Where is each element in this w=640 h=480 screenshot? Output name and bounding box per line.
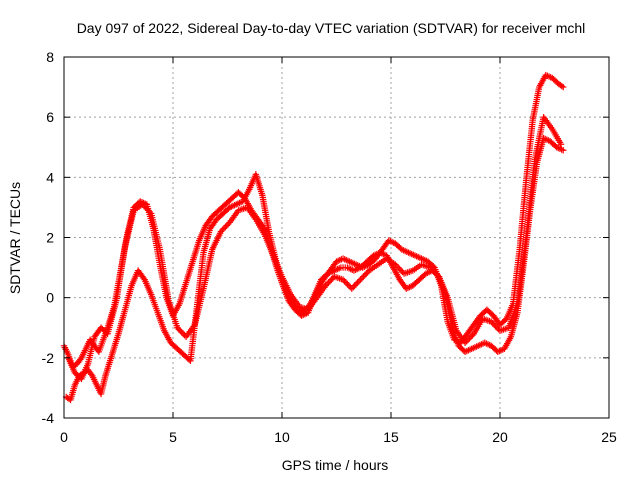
data-point bbox=[428, 265, 435, 273]
series-track-a bbox=[60, 71, 567, 371]
data-point bbox=[326, 277, 334, 285]
data-point bbox=[360, 273, 367, 280]
y-tick-label: 0 bbox=[46, 290, 54, 306]
data-point bbox=[143, 205, 151, 213]
data-point bbox=[350, 283, 357, 291]
data-point bbox=[461, 339, 469, 346]
data-point bbox=[469, 332, 476, 339]
data-point bbox=[361, 271, 369, 279]
data-point bbox=[325, 279, 332, 286]
data-point bbox=[339, 276, 347, 283]
data-point bbox=[222, 223, 229, 231]
data-point bbox=[328, 276, 335, 283]
data-point bbox=[427, 264, 434, 271]
data-point bbox=[220, 225, 228, 232]
data-point bbox=[434, 271, 441, 279]
data-point bbox=[557, 141, 565, 148]
data-point bbox=[139, 201, 146, 208]
data-point bbox=[493, 324, 501, 331]
data-point bbox=[396, 265, 403, 273]
data-point bbox=[345, 282, 353, 289]
x-tick-label: 20 bbox=[492, 429, 508, 445]
x-tick-label: 25 bbox=[601, 429, 617, 445]
data-point bbox=[560, 147, 567, 154]
y-axis-label: SDTVAR / TECUs bbox=[7, 182, 23, 294]
y-tick-label: 6 bbox=[46, 109, 54, 125]
data-point bbox=[363, 270, 370, 277]
data-point bbox=[463, 338, 470, 345]
data-point bbox=[348, 285, 355, 292]
data-point bbox=[497, 347, 505, 354]
data-point bbox=[225, 220, 232, 228]
data-point bbox=[358, 274, 366, 282]
data-point bbox=[341, 277, 348, 285]
y-tick-label: 4 bbox=[46, 169, 54, 185]
data-point bbox=[344, 280, 351, 288]
data-point bbox=[490, 321, 498, 328]
y-tick-label: -2 bbox=[42, 350, 55, 366]
data-point bbox=[395, 264, 402, 271]
data-series bbox=[60, 71, 567, 404]
x-axis-label: GPS time / hours bbox=[282, 457, 389, 473]
data-point bbox=[219, 226, 226, 234]
data-point bbox=[177, 327, 184, 334]
data-point bbox=[351, 282, 358, 289]
data-point bbox=[432, 270, 440, 277]
data-point bbox=[560, 83, 567, 91]
data-point bbox=[464, 336, 472, 343]
data-point bbox=[354, 279, 361, 286]
data-point bbox=[393, 262, 401, 270]
data-point bbox=[492, 323, 499, 330]
data-point bbox=[88, 371, 95, 378]
data-point bbox=[223, 222, 230, 229]
data-point bbox=[355, 277, 363, 285]
data-point bbox=[174, 324, 181, 331]
data-point bbox=[352, 280, 360, 288]
data-point bbox=[488, 318, 495, 325]
y-tick-label: 8 bbox=[46, 49, 54, 65]
data-point bbox=[489, 320, 496, 327]
data-point bbox=[140, 274, 147, 282]
data-point bbox=[466, 335, 473, 342]
x-tick-label: 10 bbox=[274, 429, 290, 445]
chart-title: Day 097 of 2022, Sidereal Day-to-day VTE… bbox=[77, 20, 586, 36]
series-track-c bbox=[65, 113, 565, 383]
data-point bbox=[178, 329, 185, 336]
data-point bbox=[77, 356, 84, 363]
y-tick-label: -4 bbox=[42, 410, 55, 426]
x-tick-label: 5 bbox=[169, 429, 177, 445]
data-point bbox=[179, 330, 187, 337]
data-point bbox=[145, 207, 152, 214]
x-tick-label: 15 bbox=[383, 429, 399, 445]
data-point bbox=[336, 256, 343, 264]
data-point bbox=[146, 208, 153, 216]
data-point bbox=[342, 279, 350, 286]
data-point bbox=[140, 202, 148, 210]
data-point bbox=[175, 326, 183, 333]
data-point bbox=[558, 82, 565, 90]
y-tick-label: 2 bbox=[46, 230, 54, 246]
data-point bbox=[429, 267, 437, 274]
data-point bbox=[347, 265, 354, 273]
data-point bbox=[322, 282, 329, 289]
series-track-b bbox=[62, 135, 567, 404]
data-point bbox=[431, 268, 438, 276]
data-point bbox=[397, 267, 405, 274]
x-tick-label: 0 bbox=[60, 429, 68, 445]
data-point bbox=[357, 276, 364, 283]
data-point bbox=[217, 228, 225, 235]
data-point bbox=[467, 333, 475, 340]
data-point bbox=[323, 280, 331, 288]
data-point bbox=[142, 204, 149, 211]
axis-ticks: 0 5 10 15 20 25 -4 -2 0 2 4 6 8 bbox=[42, 49, 617, 445]
data-point bbox=[392, 261, 399, 268]
